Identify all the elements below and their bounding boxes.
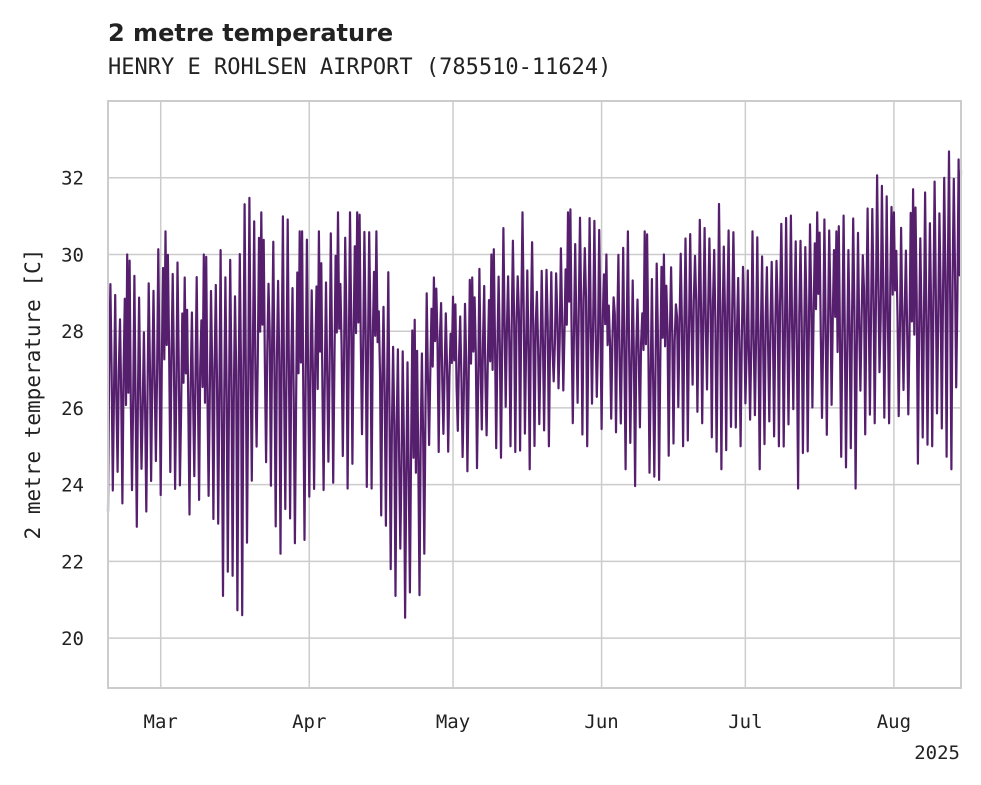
- x-tick-label: Jul: [728, 711, 762, 733]
- y-axis-label: 2 metre temperature [C]: [21, 249, 45, 540]
- x-axis-year-label: 2025: [914, 742, 960, 764]
- y-tick-label: 20: [61, 628, 84, 650]
- plot-frame: [107, 100, 962, 689]
- y-tick-label: 28: [61, 321, 84, 343]
- y-tick-label: 30: [61, 244, 84, 266]
- y-tick-label: 24: [61, 475, 84, 497]
- x-tick-label: Mar: [144, 711, 178, 733]
- y-tick-label: 26: [61, 398, 84, 420]
- chart-subtitle: HENRY E ROHLSEN AIRPORT (785510-11624): [108, 55, 611, 80]
- series-line-0: [106, 150, 963, 619]
- y-tick-label: 22: [61, 551, 84, 573]
- y-tick-label: 32: [61, 168, 84, 190]
- x-tick-label: Apr: [292, 711, 326, 733]
- x-tick-label: Jun: [584, 711, 618, 733]
- y-axis: 20 22 24 26 28 30 32: [61, 168, 84, 650]
- series-layer: [106, 150, 963, 619]
- x-axis: Mar Apr May Jun Jul Aug: [144, 711, 912, 733]
- x-tick-label: Aug: [877, 711, 911, 733]
- chart-title: 2 metre temperature: [108, 19, 393, 47]
- x-tick-label: May: [436, 711, 470, 733]
